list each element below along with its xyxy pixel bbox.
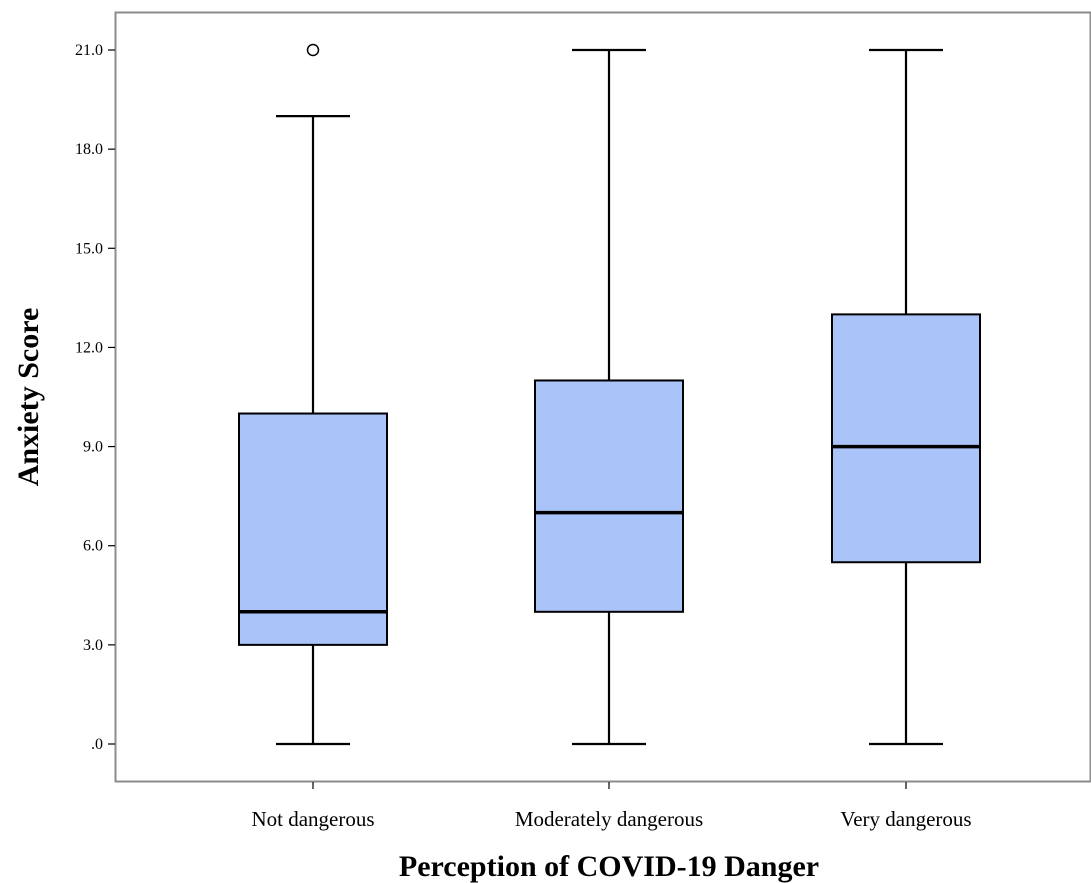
y-axis: .0 3.0 6.0 9.0 12.0 15.0 18.0 21.0 [75, 42, 115, 753]
outlier-point [306, 43, 320, 57]
y-tick-label: 9.0 [83, 439, 103, 456]
iqr-box [534, 379, 684, 613]
box-3 [831, 48, 981, 746]
box-2 [534, 48, 684, 746]
y-tick-label: .0 [91, 736, 103, 753]
x-axis-title: Perception of COVID-19 Danger [399, 850, 819, 883]
iqr-box [238, 412, 388, 646]
y-tick-label: 21.0 [75, 42, 103, 59]
boxes [238, 43, 981, 746]
x-tick-label: Moderately dangerous [515, 807, 703, 831]
box-1 [238, 43, 388, 746]
x-tick-label: Very dangerous [840, 807, 971, 831]
y-axis-title: Anxiety Score [12, 308, 45, 487]
y-tick-label: 12.0 [75, 339, 103, 356]
iqr-box [831, 313, 981, 564]
y-tick-label: 3.0 [83, 637, 103, 654]
y-tick-label: 15.0 [75, 240, 103, 257]
x-axis: Not dangerous Moderately dangerous Very da… [251, 782, 972, 831]
y-tick-label: 6.0 [83, 538, 103, 555]
x-tick-label: Not dangerous [251, 807, 374, 831]
y-tick-label: 18.0 [75, 141, 103, 158]
